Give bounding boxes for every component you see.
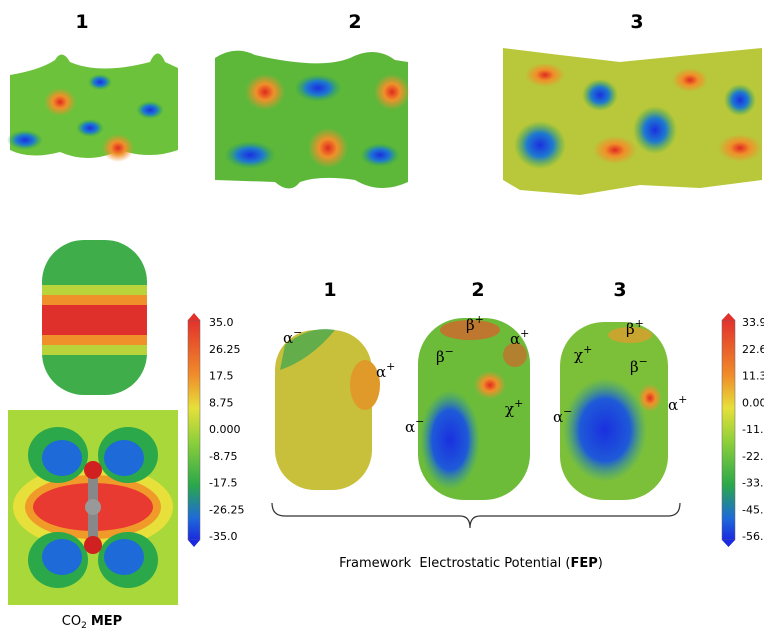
strip-2 (215, 51, 410, 189)
site-base: α (668, 396, 678, 414)
colorbar-tick-label: 17.5 (209, 370, 234, 383)
colorbar-tick-label: 0.00 (742, 396, 764, 409)
colorbar-tick-label: -45.2 (742, 503, 764, 516)
strip-1 (7, 54, 178, 163)
site-base: χ (505, 400, 514, 418)
site-sup: + (386, 360, 395, 373)
colorbar-tick-label: -11.3 (742, 423, 764, 436)
panel-label: 1 (323, 279, 336, 301)
caption-bold: MEP (91, 614, 122, 629)
colorbar-tick-label: 8.75 (209, 396, 234, 409)
caption-sub: 2 (81, 621, 87, 631)
brace (272, 503, 680, 528)
site-base: α (510, 330, 520, 348)
mep-colorbar (188, 313, 200, 547)
site-sup: − (445, 345, 454, 358)
site-label: α+ (510, 327, 529, 348)
strip-3 (503, 48, 762, 195)
site-sup: + (583, 343, 592, 356)
site-label: α+ (376, 360, 395, 381)
colorbar-tick-label: 11.3 (742, 370, 764, 383)
site-sup: + (635, 317, 644, 330)
site-sup: + (514, 397, 523, 410)
colorbar-tick-label: -8.75 (209, 450, 237, 463)
site-base: α (376, 363, 386, 381)
colorbar-tick-label: -26.25 (209, 503, 244, 516)
colorbar-tick-label: 26.25 (209, 343, 241, 356)
panel-label: 2 (348, 11, 361, 33)
fep-capsule-1 (275, 329, 380, 490)
colorbar-tick-label: 35.0 (209, 316, 234, 329)
site-base: χ (574, 346, 583, 364)
colorbar-tick-label: 0.000 (209, 423, 241, 436)
figure: CO2MEP Framework Electrostatic Potential… (0, 0, 764, 631)
caption-main: CO (62, 614, 81, 629)
site-sup: − (563, 405, 572, 418)
site-sup: − (639, 355, 648, 368)
site-base: α (553, 408, 563, 426)
site-sup: − (293, 326, 302, 339)
site-base: β (626, 320, 635, 338)
fep-caption: Framework Electrostatic Potential (FEP) (339, 556, 603, 571)
colorbar-tick-label: 22.6 (742, 343, 764, 356)
panel-label: 1 (75, 11, 88, 33)
co2-capsule (42, 240, 147, 395)
colorbar-tick-label: -17.5 (209, 477, 237, 490)
site-sup: + (520, 327, 529, 340)
site-base: α (405, 418, 415, 436)
site-sup: + (475, 313, 484, 326)
caption-end: ) (598, 556, 603, 571)
site-sup: + (678, 393, 687, 406)
site-base: α (283, 329, 293, 347)
fep-colorbar (722, 313, 735, 547)
site-sup: − (415, 415, 424, 428)
colorbar-tick-label: 33.9 (742, 316, 764, 329)
panel-label: 2 (471, 279, 484, 301)
panel-label: 3 (630, 11, 643, 33)
colorbar-tick-label: -56.5 (742, 530, 764, 543)
colorbar-tick-label: -35.0 (209, 530, 237, 543)
site-base: β (436, 348, 445, 366)
colorbar-tick-label: -33.9 (742, 477, 764, 490)
site-base: β (630, 358, 639, 376)
site-label: α+ (668, 393, 687, 414)
colorbar-tick-label: -22.6 (742, 450, 764, 463)
co2-mep-map (8, 410, 178, 605)
caption-text: Framework Electrostatic Potential ( (339, 556, 570, 571)
site-base: β (466, 316, 475, 334)
panel-label: 3 (613, 279, 626, 301)
mep-caption: CO2 MEP (62, 614, 122, 631)
caption-bold: FEP (570, 556, 597, 571)
